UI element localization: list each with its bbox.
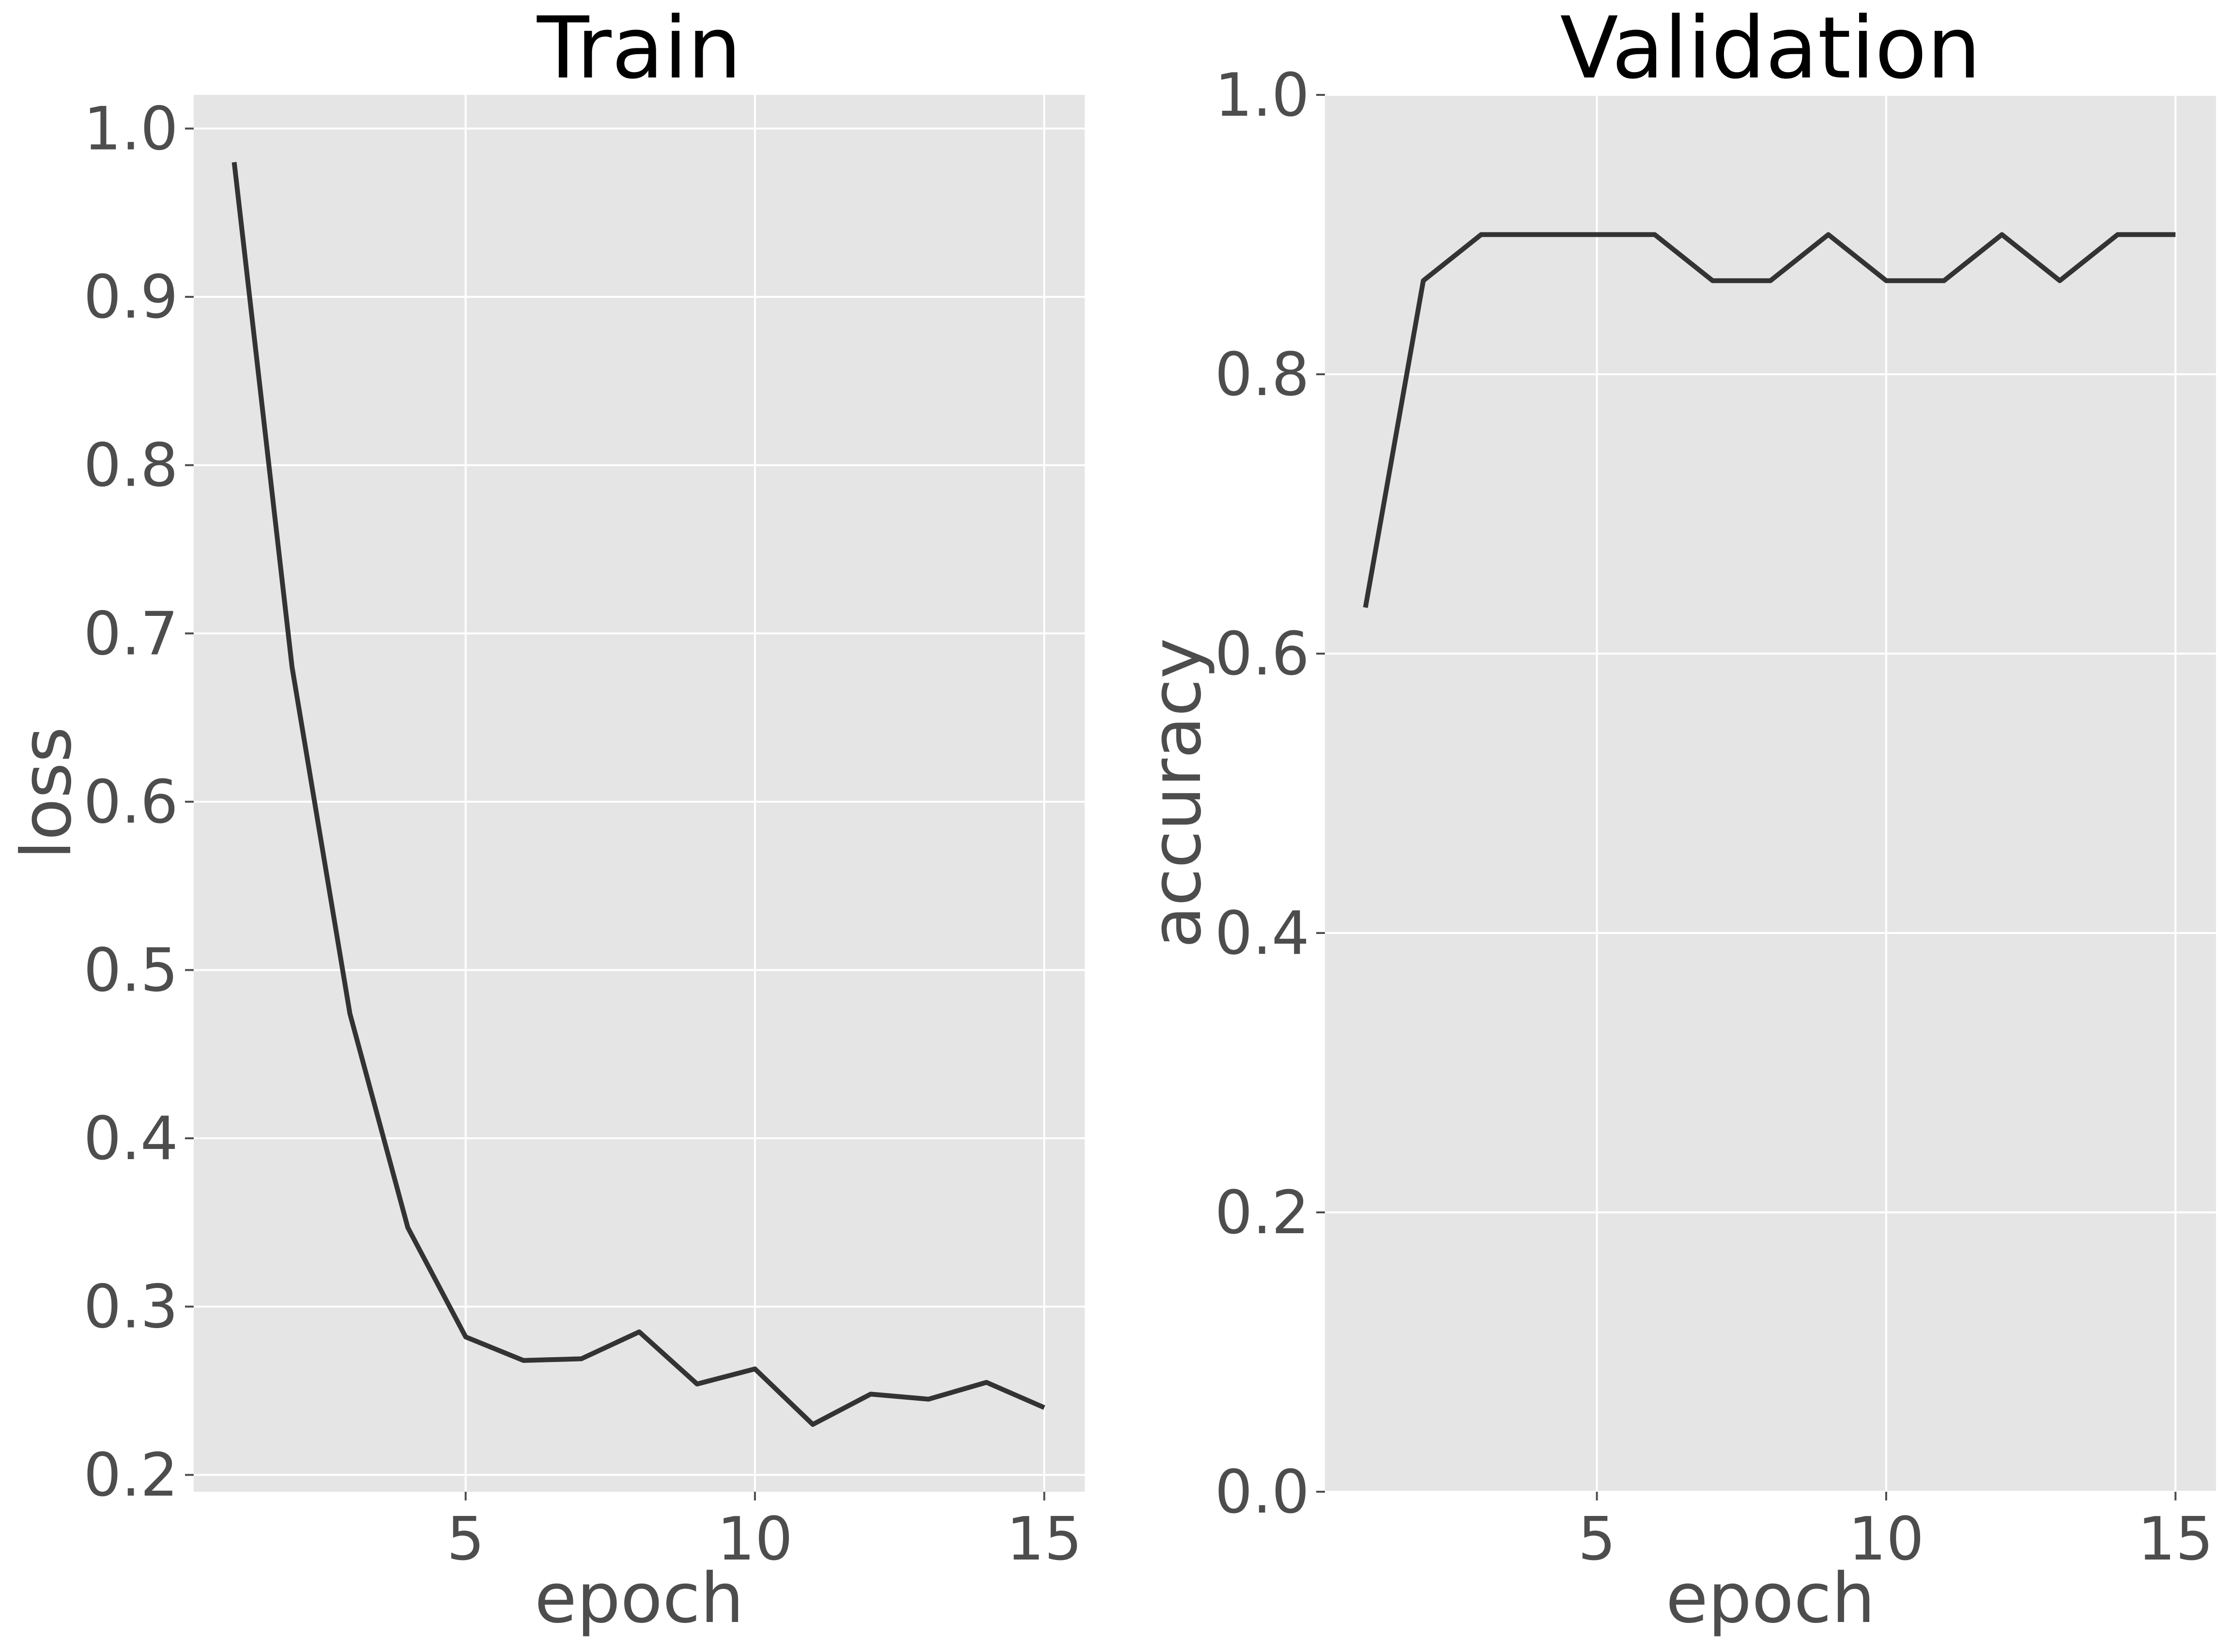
validation-panel: 0.0 0.2 0.4 0.6 0.8 1.0 5 10 15 Validation epoch… <box>1137 0 2216 1638</box>
validation-y-tick-label: 0.4 <box>1215 899 1309 968</box>
validation-title: Validation <box>1560 0 1981 98</box>
train-y-tick-label: 0.7 <box>83 599 178 669</box>
validation-y-tick-label: 0.0 <box>1215 1458 1309 1527</box>
validation-plot-area <box>1325 95 2216 1492</box>
train-ticks: 0.2 0.3 0.4 0.5 0.6 0.7 0.8 0.9 1.0 5 10 15 <box>83 95 1082 1574</box>
validation-x-tick-label: 10 <box>1848 1505 1924 1574</box>
train-x-tick-label: 10 <box>717 1505 793 1574</box>
train-y-tick-label: 0.8 <box>83 431 178 501</box>
train-panel: 0.2 0.3 0.4 0.5 0.6 0.7 0.8 0.9 1.0 5 10 15 Train e… <box>7 0 1085 1638</box>
train-x-tick-label: 15 <box>1006 1505 1082 1574</box>
validation-grid <box>1325 94 2216 1493</box>
validation-y-tick-label: 0.6 <box>1215 620 1309 689</box>
train-y-axis-label: loss <box>7 727 87 859</box>
train-title: Train <box>537 0 741 98</box>
train-series-line <box>231 162 1046 1427</box>
validation-ticks: 0.0 0.2 0.4 0.6 0.8 1.0 5 10 15 <box>1215 61 2213 1574</box>
validation-y-tick-label: 0.8 <box>1215 340 1309 410</box>
train-y-tick-label: 0.9 <box>83 263 178 332</box>
validation-y-tick-label: 0.2 <box>1215 1178 1309 1248</box>
validation-series <box>1363 232 2176 608</box>
train-x-axis-label: epoch <box>535 1559 744 1638</box>
validation-y-axis-label: accuracy <box>1137 638 1216 948</box>
train-grid <box>194 95 1085 1492</box>
validation-y-tick-label: 1.0 <box>1215 61 1309 130</box>
train-y-tick-label: 0.5 <box>83 936 178 1005</box>
validation-series-line <box>1363 232 2176 608</box>
train-y-tick-label: 0.2 <box>83 1441 178 1510</box>
train-y-tick-label: 0.6 <box>83 768 178 837</box>
train-y-tick-label: 1.0 <box>83 95 178 164</box>
validation-x-tick-label: 5 <box>1578 1505 1616 1574</box>
train-y-tick-label: 0.4 <box>83 1104 178 1174</box>
train-plot-area <box>194 95 1085 1492</box>
train-y-tick-label: 0.3 <box>83 1273 178 1342</box>
validation-x-tick-label: 15 <box>2138 1505 2214 1574</box>
train-series <box>231 162 1046 1427</box>
train-x-tick-label: 5 <box>446 1505 484 1574</box>
validation-x-axis-label: epoch <box>1666 1559 1875 1638</box>
